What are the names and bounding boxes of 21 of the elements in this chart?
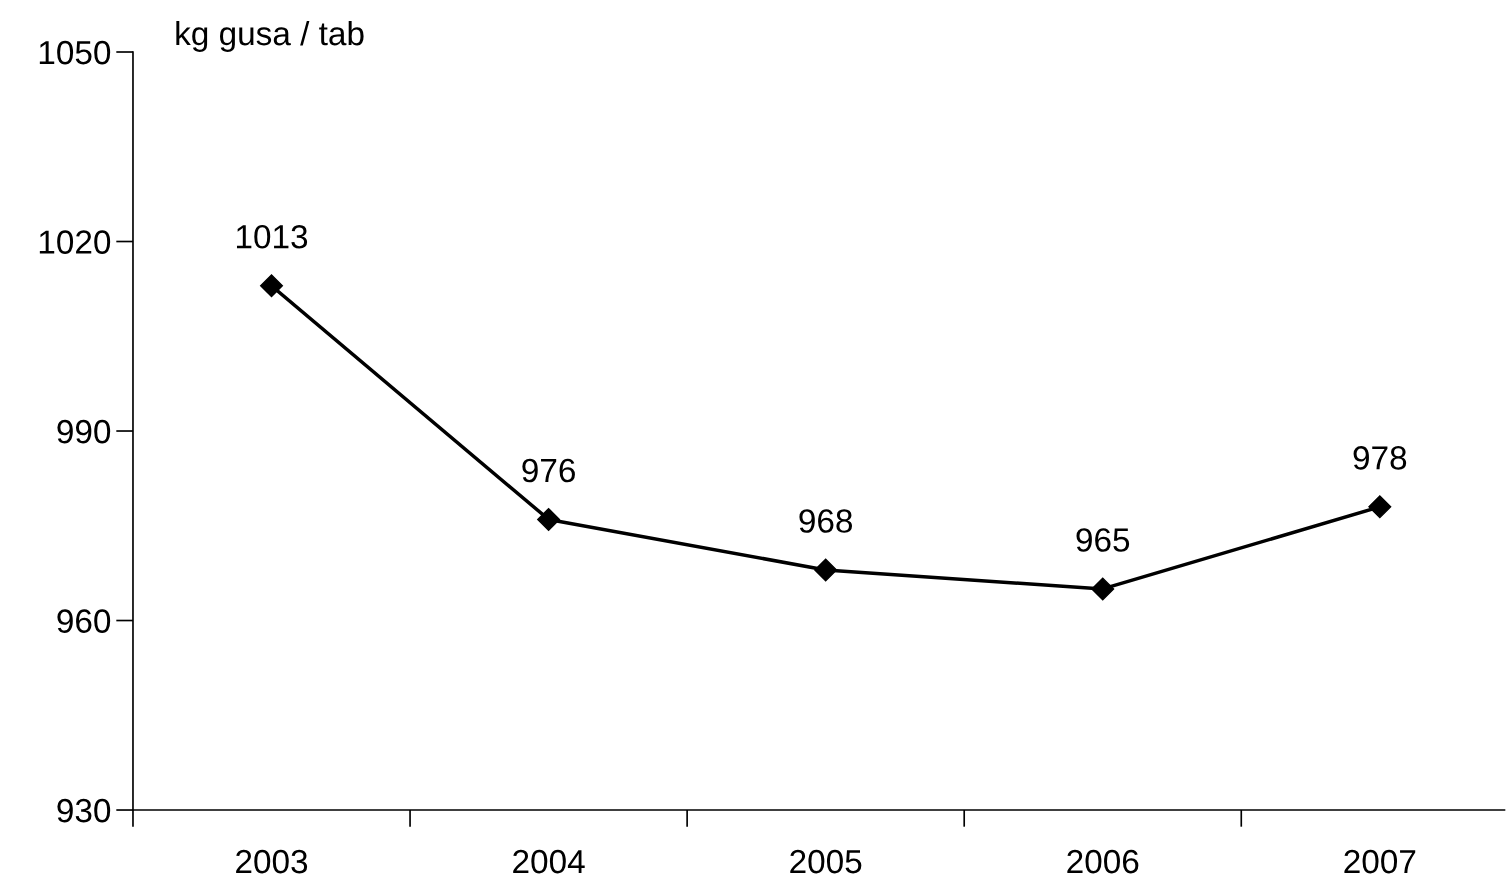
point [537, 507, 561, 531]
point [814, 558, 838, 582]
point [1091, 577, 1115, 601]
x-tick-label: 2006 [1067, 849, 1139, 874]
x-tick-label: 2003 [236, 849, 308, 874]
y-tick-label: 1050 [39, 40, 111, 65]
y-tick-label: 960 [57, 609, 111, 633]
x-tick-label: 2005 [790, 849, 862, 874]
point [260, 274, 284, 298]
x-tick-label: 2004 [513, 849, 585, 874]
data-label: 965 [1076, 528, 1130, 552]
data-label: 976 [522, 458, 575, 483]
data-label: 1013 [236, 224, 308, 249]
y-tick-label: 930 [57, 798, 111, 823]
y-tick-label: 990 [57, 419, 111, 444]
data-label: 978 [1353, 446, 1407, 470]
data-label: 968 [799, 509, 853, 533]
y-tick-label: 1020 [39, 230, 111, 254]
x-tick-label: 2007 [1344, 849, 1416, 874]
point [1368, 495, 1392, 519]
y-axis-title: kg gusa / tab [176, 20, 364, 52]
